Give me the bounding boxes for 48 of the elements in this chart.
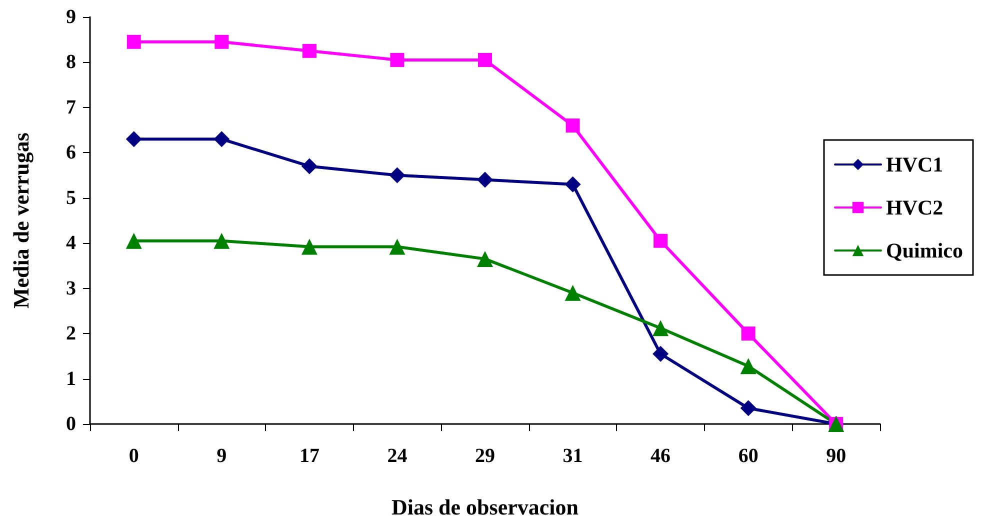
legend-label: HVC2 xyxy=(886,196,944,220)
x-tick-label: 29 xyxy=(475,445,495,467)
y-tick-label: 9 xyxy=(66,6,76,28)
y-tick-label: 4 xyxy=(66,232,76,254)
point xyxy=(564,176,581,192)
y-tick-label: 0 xyxy=(66,413,76,435)
y-tick-label: 7 xyxy=(66,96,76,118)
point xyxy=(301,238,318,255)
legend-label: HVC1 xyxy=(886,152,944,176)
y-tick-label: 6 xyxy=(66,142,76,164)
point xyxy=(740,400,756,416)
point xyxy=(214,34,229,49)
x-tick-label: 46 xyxy=(650,445,671,467)
point xyxy=(301,158,318,174)
point xyxy=(126,34,141,49)
y-tick-label: 8 xyxy=(66,51,76,74)
y-axis-title: Media de verrugas xyxy=(8,132,34,308)
y-tick-label: 2 xyxy=(66,322,76,345)
point xyxy=(740,358,756,374)
point xyxy=(477,172,493,188)
x-tick-label: 24 xyxy=(387,445,408,467)
point xyxy=(389,167,406,184)
point xyxy=(389,238,406,255)
x-tick-label: 9 xyxy=(216,445,227,467)
y-tick-label: 1 xyxy=(66,368,76,390)
x-tick-label: 31 xyxy=(562,445,583,467)
x-tick-label: 0 xyxy=(128,445,139,467)
point xyxy=(390,52,404,67)
point xyxy=(654,234,668,248)
point xyxy=(741,326,756,341)
y-tick-label: 3 xyxy=(66,277,76,300)
point xyxy=(214,232,230,249)
x-tick-label: 90 xyxy=(826,445,846,467)
point xyxy=(126,131,142,148)
point xyxy=(564,284,581,301)
point xyxy=(478,52,492,67)
point xyxy=(566,118,580,133)
y-tick-label: 5 xyxy=(66,186,76,209)
point xyxy=(652,346,669,362)
x-tick-label: 17 xyxy=(299,445,320,467)
point xyxy=(477,250,493,267)
point xyxy=(126,232,142,249)
point xyxy=(302,44,316,58)
point xyxy=(214,131,230,148)
x-axis-title: Dias de observacion xyxy=(392,494,578,520)
point xyxy=(652,320,669,336)
x-tick-label: 60 xyxy=(738,445,758,467)
legend-label: Quimico xyxy=(886,238,964,262)
